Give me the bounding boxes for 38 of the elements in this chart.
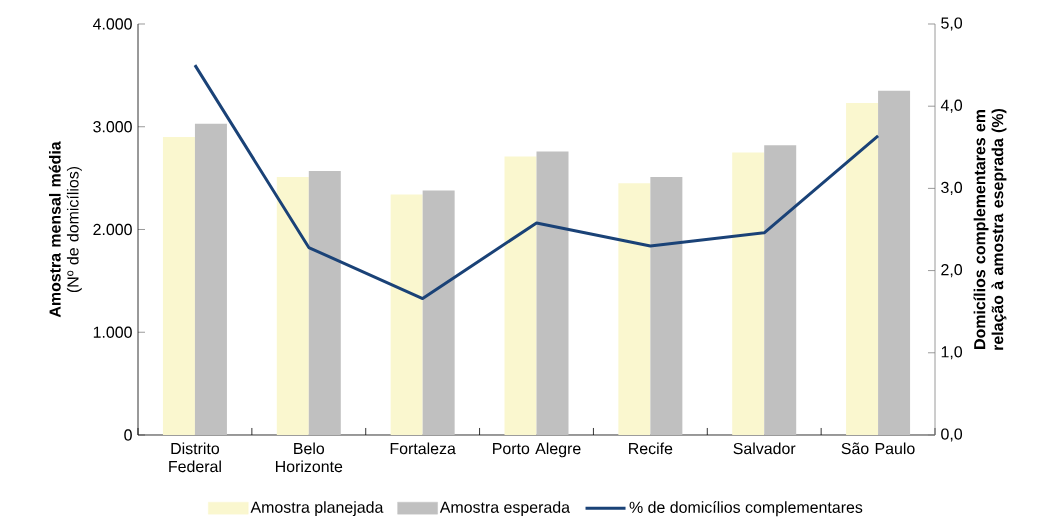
y-tick-label: 3.000 <box>93 121 132 133</box>
bar <box>194 123 227 435</box>
y2-tick-label: 2,0 <box>941 263 963 278</box>
bar <box>618 183 651 435</box>
y-tick-label: 2.000 <box>93 223 132 236</box>
y2-tick-label: 4,0 <box>940 99 963 113</box>
x-tick-label: Belo Horizonte <box>276 442 343 473</box>
x-tick-label: Porto Alegre <box>493 442 581 458</box>
y2-tick-label: 5,0 <box>941 17 963 31</box>
legend-label: % de domicílios complementares <box>629 500 863 517</box>
bar <box>732 152 765 435</box>
bar <box>308 170 341 435</box>
x-tick-label: Salvador <box>733 442 796 455</box>
bar <box>390 194 423 435</box>
x-tick-label: Distrito Federal <box>169 442 221 473</box>
bar <box>422 190 455 435</box>
bar <box>504 156 537 435</box>
bar <box>276 177 309 435</box>
legend-label: Amostra planejada <box>250 501 384 516</box>
line-series <box>193 63 880 300</box>
bar <box>764 145 797 435</box>
bar <box>536 151 569 435</box>
y2-axis-title: Domicílios complementares em relação à amostra eseprada (%) <box>973 108 1007 350</box>
y2-tick-label: 1,0 <box>941 346 963 360</box>
bar <box>650 177 683 435</box>
x-tick-label: Recife <box>629 442 673 455</box>
bar <box>846 103 879 435</box>
bar <box>878 90 911 435</box>
y2-tick-label: 0,0 <box>941 428 963 442</box>
bar <box>162 136 195 435</box>
legend-label: Amostra esperada <box>439 501 570 516</box>
y-tick-label: 1.000 <box>93 326 132 338</box>
y-axis-title: Amostra mensal média (Nº de domicílios) <box>48 141 82 318</box>
y-tick-label: 0 <box>124 429 132 441</box>
y-tick-label: 4.000 <box>92 18 132 30</box>
x-tick-label: São Paulo <box>841 442 915 455</box>
y2-tick-label: 3,0 <box>941 181 963 195</box>
x-tick-label: Fortaleza <box>390 442 456 455</box>
